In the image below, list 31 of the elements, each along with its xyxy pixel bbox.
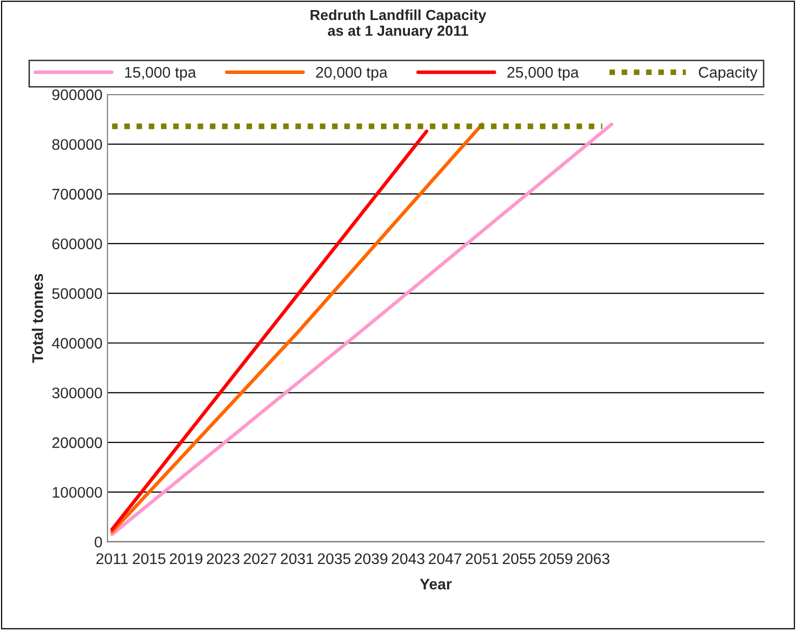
x-axis-title: Year	[420, 578, 452, 590]
x-tick-label: 2035	[318, 553, 350, 564]
y-tick-label: 900000	[52, 89, 102, 100]
y-tick-label: 200000	[52, 437, 102, 448]
y-tick-label: 800000	[52, 139, 102, 150]
legend-label: 15,000 tpa	[125, 66, 196, 81]
x-tick-label: 2059	[540, 553, 572, 564]
x-tick-label: 2015	[132, 553, 166, 564]
y-tick-label: 300000	[52, 388, 102, 398]
y-tick-label: 600000	[52, 238, 102, 250]
x-tick-label: 2043	[392, 553, 424, 564]
x-tick-label: 2023	[206, 553, 240, 564]
chart-title: Redruth Landfill Capacity as at 1 January 2011	[310, 9, 486, 39]
x-tick-label: 2055	[502, 553, 536, 564]
x-tick-label: 2047	[428, 553, 462, 564]
x-tick-label: 2039	[354, 553, 388, 564]
y-tick-label: 0	[94, 536, 102, 548]
y-tick-label: 700000	[52, 188, 102, 200]
x-tick-label: 2011	[96, 553, 128, 564]
legend-label: 25,000 tpa	[507, 66, 579, 81]
x-tick-label: 2051	[466, 553, 498, 564]
y-tick-label: 500000	[52, 288, 102, 299]
y-tick-label: 400000	[52, 338, 102, 349]
x-tick-label: 2019	[170, 553, 202, 564]
x-tick-label: 2027	[244, 553, 276, 564]
legend-label: 20,000 tpa	[316, 66, 388, 81]
x-tick-label: 2031	[280, 553, 314, 564]
y-tick-label: 100000	[52, 486, 102, 498]
y-axis-title: Total tonnes	[32, 274, 44, 363]
x-tick-label: 2063	[576, 553, 610, 564]
legend-label: Capacity	[698, 66, 758, 81]
